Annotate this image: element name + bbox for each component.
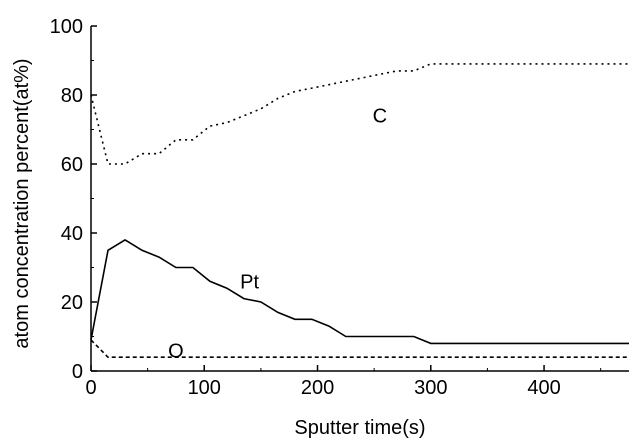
x-tick-label: 100	[188, 377, 221, 399]
y-tick-label: 60	[61, 154, 83, 176]
x-tick-label: 200	[301, 377, 334, 399]
y-tick-label: 20	[61, 292, 83, 314]
series-line-o	[90, 339, 629, 359]
y-tick-label: 80	[61, 85, 83, 107]
series-line-pt	[90, 238, 629, 345]
series-label-c: C	[373, 106, 387, 128]
y-axis-title: atom concentration percent(at%)	[11, 58, 33, 348]
series-label-pt: Pt	[240, 271, 259, 293]
x-tick-label: 300	[414, 377, 447, 399]
series-label-o: O	[168, 340, 184, 362]
x-axis-title: Sputter time(s)	[294, 417, 425, 439]
x-tick-label: 0	[85, 377, 96, 399]
x-tick-label: 400	[527, 377, 560, 399]
annotations-layer: C Pt O	[168, 106, 387, 363]
series-layer	[90, 63, 629, 359]
y-tick-label: 40	[61, 223, 83, 245]
y-tick-label: 100	[50, 16, 83, 38]
series-line-c	[90, 63, 629, 165]
axes: 0 20 40 60 80 100 0 100 200 300 400	[50, 16, 629, 399]
y-tick-label: 0	[72, 361, 83, 383]
